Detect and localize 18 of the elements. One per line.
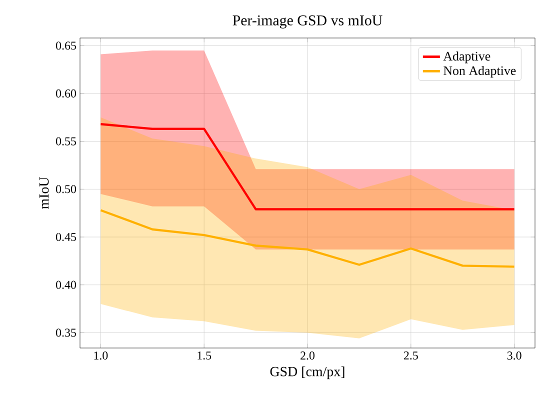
y-tick-label: 0.50	[56, 185, 76, 194]
x-tick-label: 2.5	[404, 352, 418, 360]
legend-label: Adaptive	[443, 51, 490, 64]
x-tick-label: 1.5	[198, 352, 212, 360]
y-tick-label: 0.40	[56, 280, 76, 289]
y-tick-label: 0.45	[56, 232, 76, 242]
x-tick-label: 1.0	[94, 352, 108, 360]
y-tick-label: 0.55	[56, 137, 76, 146]
y-tick-label: 0.65	[56, 42, 76, 50]
y-axis-title: mIoU	[39, 177, 49, 209]
y-tick-label: 0.60	[56, 89, 76, 98]
y-tick-label: 0.35	[56, 328, 76, 337]
x-tick-label: 3.0	[507, 352, 522, 360]
legend-label: Non Adaptive	[444, 66, 516, 78]
x-tick-label: 2.0	[300, 352, 315, 360]
line-series	[100, 209, 516, 268]
chart-title: Per-image GSD vs mIoU	[232, 15, 382, 28]
x-axis-title: GSD [cm/px]	[270, 366, 344, 380]
